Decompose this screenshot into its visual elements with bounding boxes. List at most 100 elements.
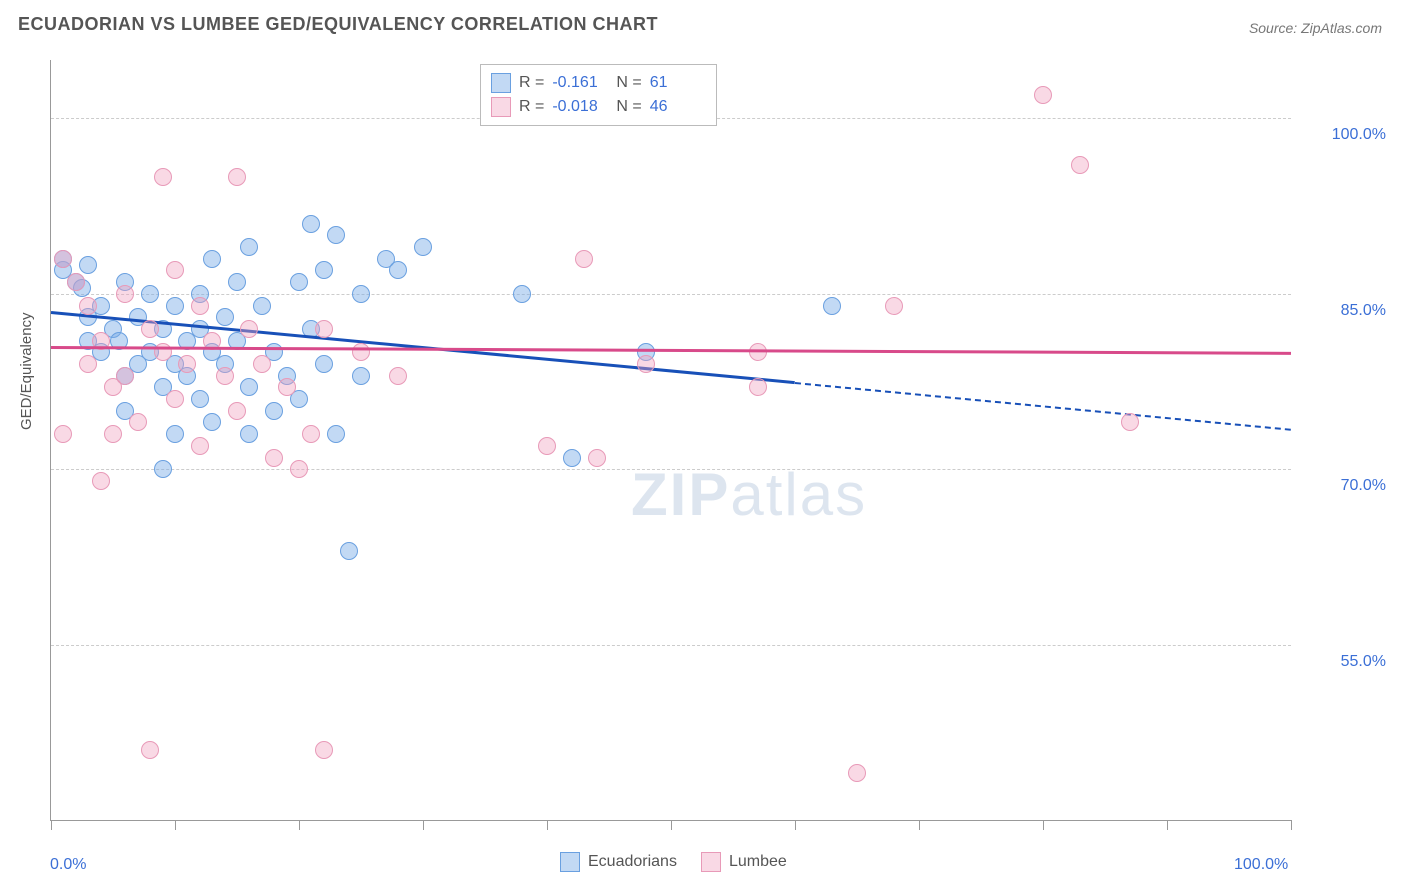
y-tick-label: 85.0% — [1341, 302, 1386, 320]
x-tick-mark — [1291, 820, 1292, 830]
scatter-point — [749, 378, 767, 396]
x-tick-mark — [1043, 820, 1044, 830]
scatter-point — [92, 472, 110, 490]
legend-swatch — [491, 97, 511, 117]
scatter-point — [240, 425, 258, 443]
legend-n-label: N = — [616, 95, 641, 119]
scatter-point — [54, 425, 72, 443]
scatter-point — [575, 250, 593, 268]
legend-series: EcuadoriansLumbee — [560, 852, 787, 872]
scatter-point — [637, 355, 655, 373]
scatter-point — [302, 215, 320, 233]
scatter-point — [240, 238, 258, 256]
scatter-point — [278, 378, 296, 396]
scatter-point — [513, 285, 531, 303]
scatter-point — [290, 273, 308, 291]
trend-line — [795, 382, 1291, 431]
x-tick-label: 100.0% — [1234, 856, 1288, 874]
scatter-point — [265, 402, 283, 420]
scatter-point — [216, 367, 234, 385]
x-tick-mark — [175, 820, 176, 830]
watermark-atlas: atlas — [730, 461, 867, 528]
legend-r-value: -0.018 — [552, 95, 608, 119]
x-tick-mark — [423, 820, 424, 830]
scatter-point — [203, 250, 221, 268]
scatter-point — [389, 367, 407, 385]
scatter-point — [104, 425, 122, 443]
legend-n-label: N = — [616, 71, 641, 95]
scatter-point — [228, 168, 246, 186]
scatter-point — [79, 355, 97, 373]
legend-swatch — [560, 852, 580, 872]
scatter-point — [79, 256, 97, 274]
scatter-point — [141, 741, 159, 759]
legend-n-value: 61 — [650, 71, 706, 95]
scatter-point — [228, 273, 246, 291]
y-tick-label: 100.0% — [1332, 126, 1386, 144]
scatter-point — [327, 226, 345, 244]
watermark: ZIPatlas — [631, 460, 867, 529]
scatter-point — [166, 297, 184, 315]
scatter-point — [352, 343, 370, 361]
scatter-point — [116, 285, 134, 303]
scatter-point — [265, 449, 283, 467]
scatter-point — [414, 238, 432, 256]
y-tick-label: 70.0% — [1341, 477, 1386, 495]
x-tick-mark — [919, 820, 920, 830]
scatter-point — [154, 168, 172, 186]
legend-r-value: -0.161 — [552, 71, 608, 95]
scatter-point — [191, 437, 209, 455]
scatter-plot-area: ZIPatlas — [50, 60, 1291, 821]
x-tick-label: 0.0% — [50, 856, 86, 874]
scatter-point — [141, 285, 159, 303]
scatter-point — [1034, 86, 1052, 104]
source-attribution: Source: ZipAtlas.com — [1249, 20, 1382, 36]
scatter-point — [290, 460, 308, 478]
x-tick-mark — [671, 820, 672, 830]
scatter-point — [166, 425, 184, 443]
scatter-point — [178, 355, 196, 373]
y-axis-label: GED/Equivalency — [18, 312, 35, 430]
legend-n-value: 46 — [650, 95, 706, 119]
legend-stats-row: R =-0.018N =46 — [491, 95, 706, 119]
scatter-point — [228, 402, 246, 420]
scatter-point — [302, 425, 320, 443]
scatter-point — [141, 320, 159, 338]
scatter-point — [240, 378, 258, 396]
trend-line — [51, 346, 1291, 355]
scatter-point — [67, 273, 85, 291]
legend-series-label: Ecuadorians — [588, 853, 677, 871]
scatter-point — [79, 297, 97, 315]
scatter-point — [54, 250, 72, 268]
x-tick-mark — [51, 820, 52, 830]
scatter-point — [848, 764, 866, 782]
scatter-point — [240, 320, 258, 338]
scatter-point — [389, 261, 407, 279]
scatter-point — [203, 413, 221, 431]
chart-title: ECUADORIAN VS LUMBEE GED/EQUIVALENCY COR… — [18, 14, 658, 35]
scatter-point — [1121, 413, 1139, 431]
scatter-point — [538, 437, 556, 455]
x-tick-mark — [299, 820, 300, 830]
legend-swatch — [491, 73, 511, 93]
scatter-point — [315, 261, 333, 279]
legend-swatch — [701, 852, 721, 872]
scatter-point — [315, 355, 333, 373]
scatter-point — [352, 285, 370, 303]
scatter-point — [327, 425, 345, 443]
legend-stats-row: R =-0.161N =61 — [491, 71, 706, 95]
scatter-point — [885, 297, 903, 315]
scatter-point — [166, 261, 184, 279]
scatter-point — [166, 390, 184, 408]
scatter-point — [253, 355, 271, 373]
scatter-point — [563, 449, 581, 467]
gridline — [51, 645, 1291, 646]
scatter-point — [340, 542, 358, 560]
scatter-point — [154, 460, 172, 478]
legend-stats-box: R =-0.161N =61R =-0.018N =46 — [480, 64, 717, 126]
scatter-point — [588, 449, 606, 467]
x-tick-mark — [795, 820, 796, 830]
scatter-point — [216, 308, 234, 326]
scatter-point — [191, 390, 209, 408]
scatter-point — [823, 297, 841, 315]
